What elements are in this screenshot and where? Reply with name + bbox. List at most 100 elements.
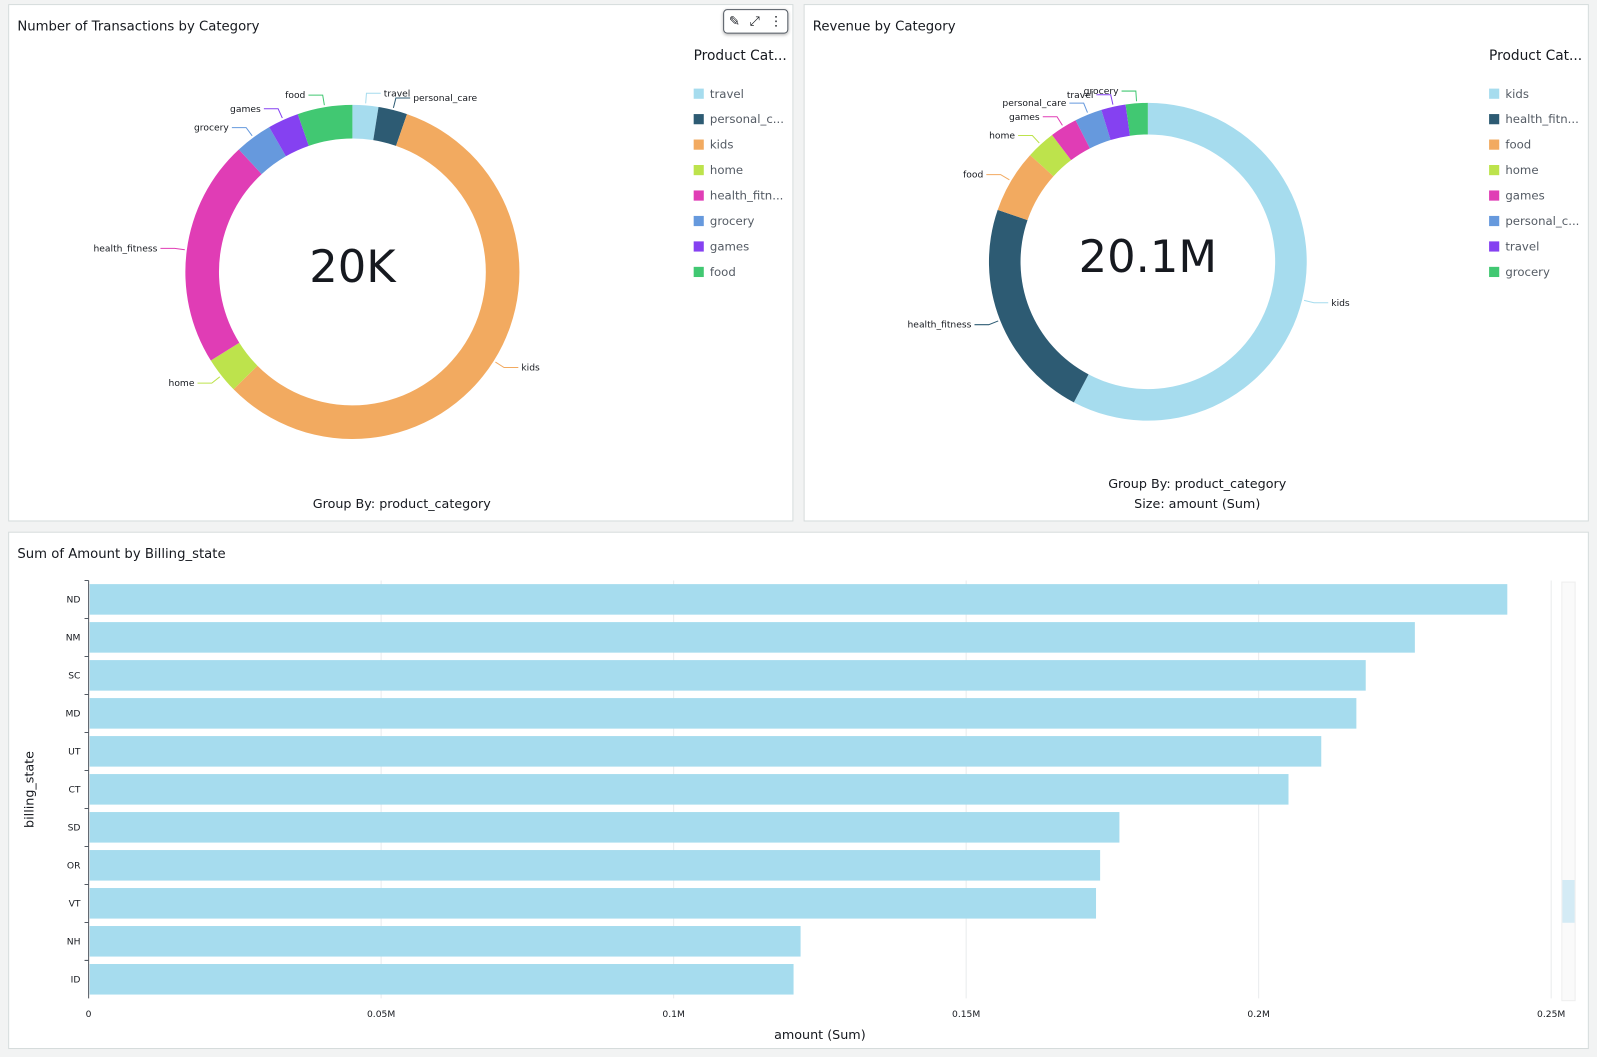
bar-ID[interactable] bbox=[89, 964, 794, 995]
y-axis-label: billing_state bbox=[23, 751, 38, 828]
legend-label: health_fitn... bbox=[709, 187, 784, 203]
slice-label: personal_care bbox=[1002, 98, 1066, 109]
bar-UT[interactable] bbox=[89, 736, 1322, 767]
legend-swatch bbox=[693, 266, 704, 277]
panel-title: Revenue by Category bbox=[812, 19, 956, 35]
leader-line bbox=[160, 247, 185, 251]
legend-item[interactable]: kids bbox=[693, 131, 792, 156]
revenue-panel: Revenue by Category kids health_fitness fo… bbox=[803, 4, 1590, 522]
bar-CT[interactable] bbox=[89, 774, 1289, 805]
slice-travel[interactable] bbox=[352, 104, 379, 141]
leader-line bbox=[231, 127, 253, 137]
slice-label: travel bbox=[384, 88, 411, 99]
y-tick-label: NM bbox=[66, 633, 81, 644]
legend-label: travel bbox=[709, 86, 744, 101]
legend-swatch bbox=[1489, 164, 1500, 175]
legend-label: games bbox=[1505, 187, 1545, 203]
legend-item[interactable]: grocery bbox=[693, 208, 792, 233]
y-tick-label: ND bbox=[67, 595, 81, 606]
y-tick-label: CT bbox=[68, 785, 80, 796]
slice-kids[interactable] bbox=[233, 114, 520, 439]
more-vertical-icon[interactable]: ⋮ bbox=[769, 13, 783, 30]
bar-OR[interactable] bbox=[89, 850, 1101, 881]
leader-line bbox=[1303, 299, 1329, 304]
legend-item[interactable]: travel bbox=[693, 80, 792, 105]
slice-label: home bbox=[169, 378, 195, 389]
y-tick-label: VT bbox=[69, 899, 81, 910]
legend-swatch bbox=[693, 88, 704, 99]
bar-SD[interactable] bbox=[89, 812, 1120, 843]
panel-title: Number of Transactions by Category bbox=[17, 19, 260, 35]
slice-health_fitness[interactable] bbox=[988, 209, 1089, 403]
slice-games[interactable] bbox=[1052, 120, 1090, 161]
legend-label: games bbox=[709, 238, 750, 254]
leader-line bbox=[495, 361, 519, 369]
slice-home[interactable] bbox=[1030, 134, 1072, 177]
legend-item[interactable]: kids bbox=[1489, 80, 1587, 105]
legend-item[interactable]: grocery bbox=[1489, 259, 1587, 284]
x-tick-label: 0.25M bbox=[1537, 1009, 1565, 1020]
y-tick-label: SC bbox=[68, 671, 80, 682]
slice-kids[interactable] bbox=[1073, 102, 1307, 421]
legend-item[interactable]: food bbox=[693, 259, 792, 284]
legend-item[interactable]: food bbox=[1489, 131, 1587, 156]
y-tick-label: NH bbox=[67, 937, 81, 948]
legend-swatch bbox=[1489, 215, 1500, 226]
legend-item[interactable]: personal_c... bbox=[1489, 208, 1587, 233]
y-tick-label: MD bbox=[66, 709, 81, 720]
legend-label: personal_c... bbox=[1505, 213, 1580, 228]
legend-item[interactable]: games bbox=[1489, 182, 1587, 207]
legend-swatch bbox=[693, 113, 704, 124]
slice-label: food bbox=[285, 90, 305, 101]
legend-swatch bbox=[693, 139, 704, 150]
legend-item[interactable]: home bbox=[693, 157, 792, 182]
group-by-label: Group By: product_category bbox=[312, 496, 491, 512]
y-tick-label: OR bbox=[67, 861, 81, 872]
chart-footer: Group By: product_category Size: amount … bbox=[805, 474, 1590, 515]
bar-MD[interactable] bbox=[89, 698, 1357, 729]
slice-grocery[interactable] bbox=[238, 127, 286, 175]
leader-line bbox=[1018, 134, 1040, 144]
legend-label: travel bbox=[1505, 238, 1540, 254]
legend-item[interactable]: home bbox=[1489, 157, 1587, 182]
expand-icon[interactable]: ⤢ bbox=[749, 13, 760, 30]
slice-personal_care[interactable] bbox=[1075, 109, 1111, 149]
legend-label: food bbox=[709, 264, 736, 279]
leader-line bbox=[1121, 90, 1138, 102]
billing-state-panel: Sum of Amount by Billing_state 0 0.05M 0.1… bbox=[8, 531, 1589, 1050]
slice-games[interactable] bbox=[269, 114, 309, 157]
slice-grocery[interactable] bbox=[1125, 102, 1148, 136]
panel-title: Sum of Amount by Billing_state bbox=[17, 546, 226, 563]
legend-label: health_fitn... bbox=[1505, 111, 1579, 126]
leader-line bbox=[365, 92, 381, 104]
bar-VT[interactable] bbox=[89, 888, 1097, 919]
legend-label: kids bbox=[709, 136, 734, 152]
leader-line bbox=[1096, 94, 1114, 105]
legend-item[interactable]: travel bbox=[1489, 233, 1587, 258]
slice-food[interactable] bbox=[297, 104, 353, 146]
bar-NM[interactable] bbox=[89, 622, 1415, 653]
legend-item[interactable]: personal_c... bbox=[693, 106, 792, 131]
bar-NH[interactable] bbox=[89, 926, 801, 957]
bar-ND[interactable] bbox=[89, 584, 1508, 615]
legend-item[interactable]: games bbox=[693, 233, 792, 258]
legend-swatch bbox=[693, 215, 704, 226]
legend-swatch bbox=[1489, 240, 1500, 252]
legend-item[interactable]: health_fitn... bbox=[1489, 106, 1587, 131]
slice-home[interactable] bbox=[210, 342, 258, 390]
slice-personal_care[interactable] bbox=[373, 106, 408, 146]
slice-food[interactable] bbox=[997, 155, 1054, 221]
slice-travel[interactable] bbox=[1101, 104, 1130, 141]
bar-SC[interactable] bbox=[89, 660, 1366, 691]
slice-label: personal_care bbox=[413, 93, 477, 104]
leader-line bbox=[1069, 102, 1088, 113]
slice-health_fitness[interactable] bbox=[185, 149, 262, 361]
legend-swatch bbox=[1489, 113, 1500, 124]
leader-line bbox=[392, 97, 411, 109]
pencil-icon[interactable]: ✎ bbox=[728, 13, 740, 30]
legend-item[interactable]: health_fitn... bbox=[693, 182, 792, 207]
legend-swatch bbox=[1489, 139, 1500, 150]
chart-scrollbar[interactable] bbox=[1561, 581, 1576, 1002]
scrollbar-thumb[interactable] bbox=[1562, 879, 1575, 923]
